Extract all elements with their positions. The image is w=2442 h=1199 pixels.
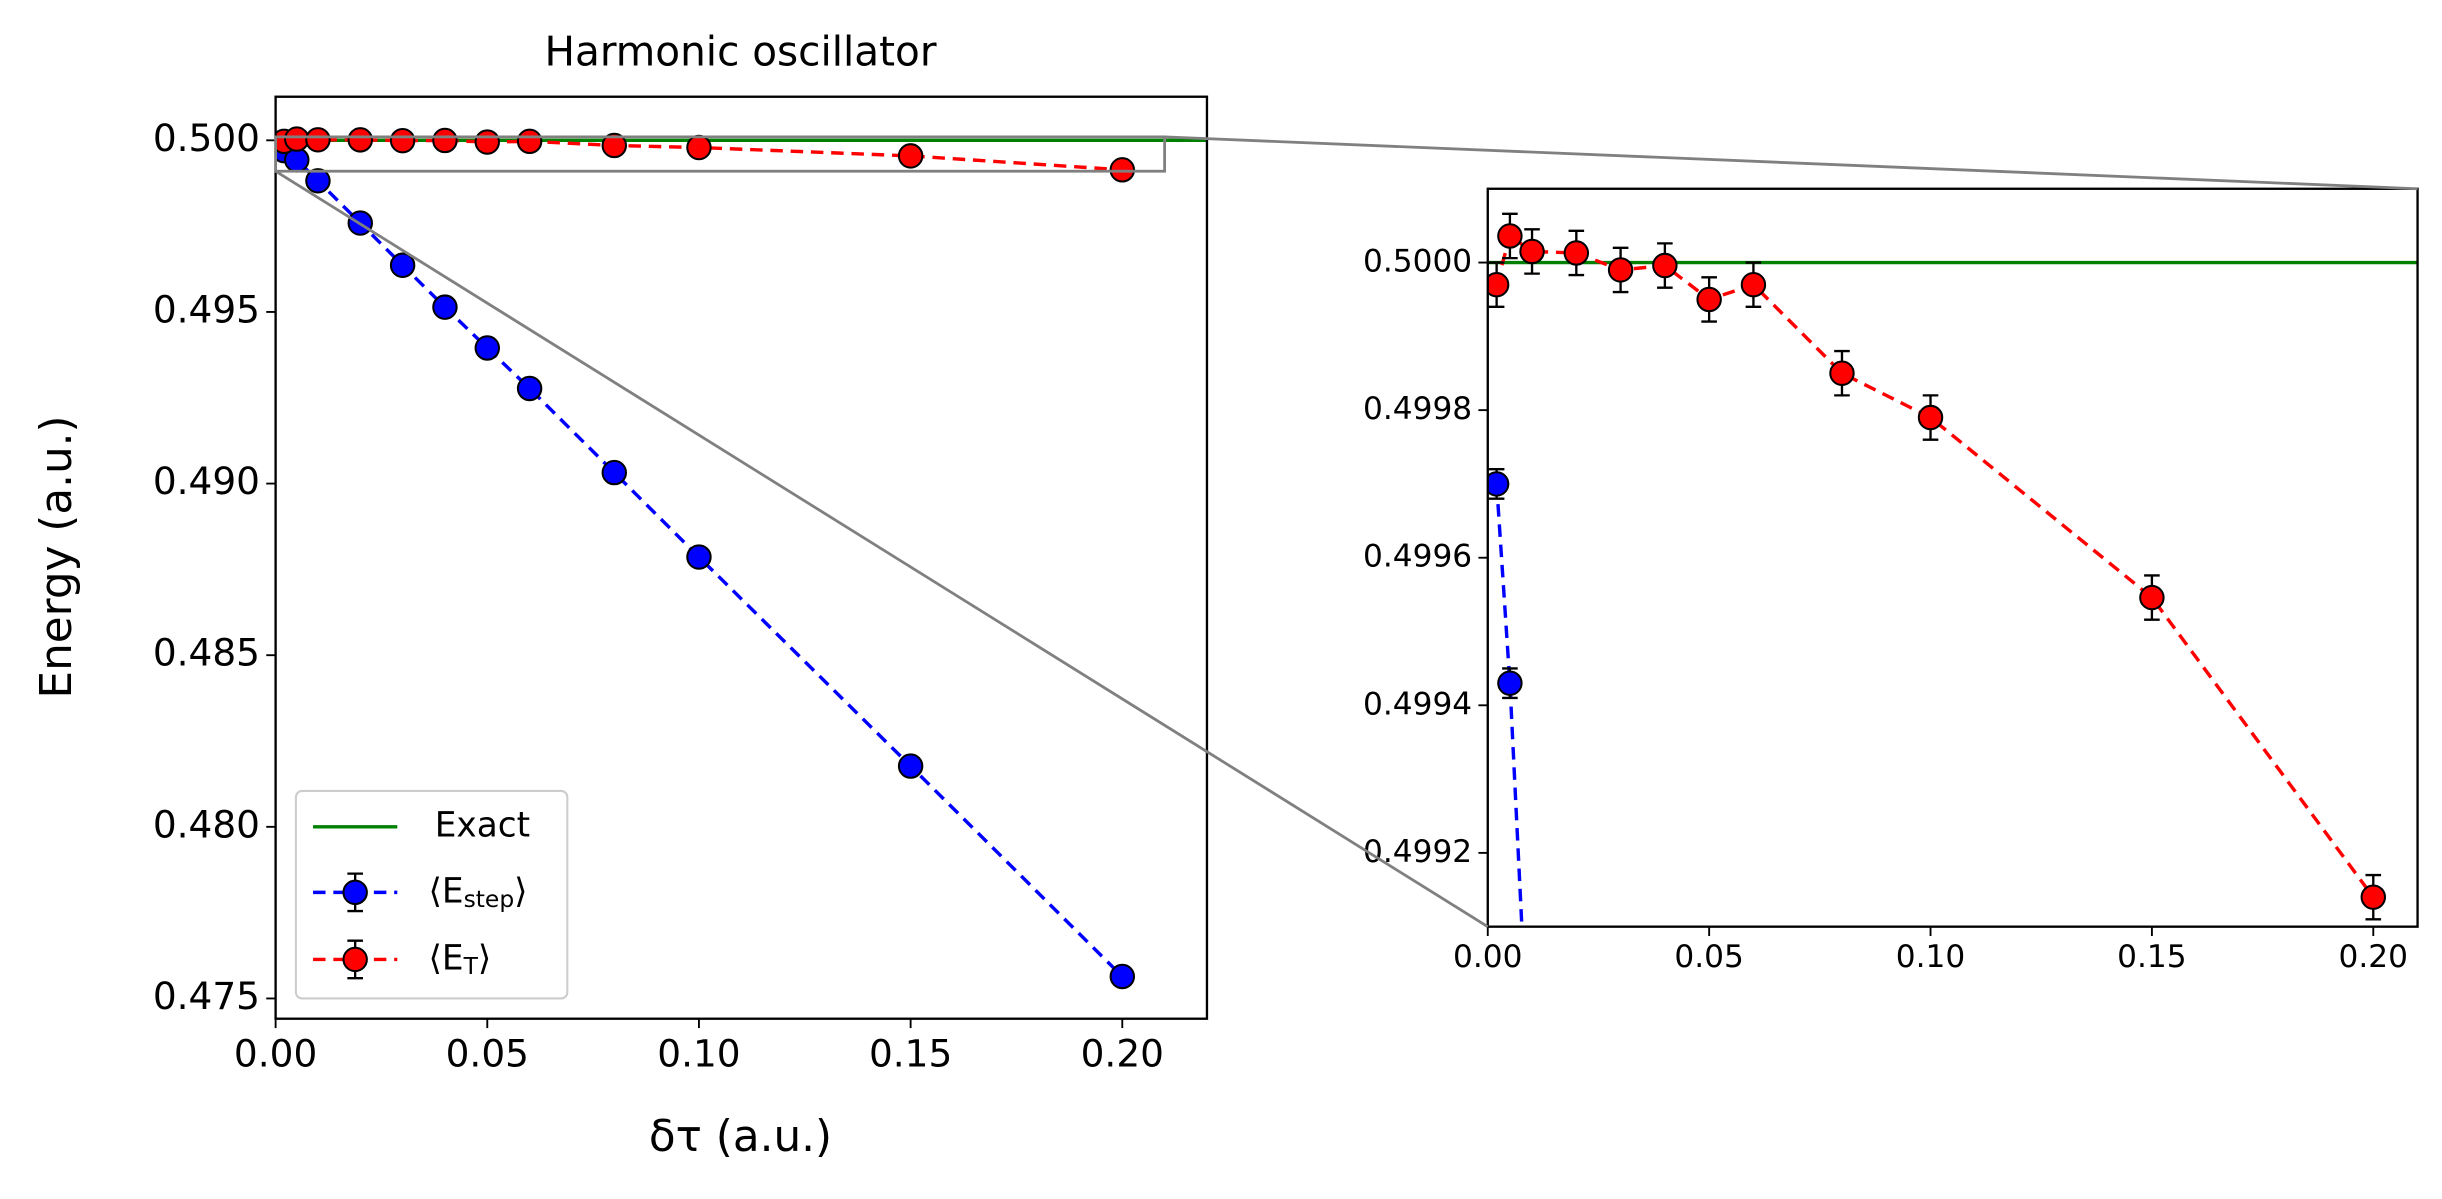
marker bbox=[601, 132, 627, 159]
plot-area bbox=[1487, 212, 2418, 1149]
marker bbox=[1109, 963, 1136, 990]
marker bbox=[389, 127, 416, 154]
marker bbox=[389, 252, 416, 278]
legend-text: ⟩ bbox=[514, 871, 527, 911]
zoom-box bbox=[274, 135, 1167, 173]
y-tick-label: 0.495 bbox=[153, 287, 260, 331]
y-tick-label: 0.490 bbox=[153, 459, 260, 503]
marker bbox=[516, 375, 543, 402]
zoom-connector bbox=[274, 170, 1489, 928]
legend-subscript: T bbox=[463, 952, 479, 980]
marker bbox=[1487, 271, 1510, 298]
series-line bbox=[1494, 483, 1524, 927]
legend-box bbox=[294, 789, 569, 1000]
y-tick-label: 0.4994 bbox=[1363, 686, 1472, 722]
zoom-connector bbox=[1164, 135, 2418, 191]
x-tick-label: 0.00 bbox=[1453, 939, 1522, 975]
marker bbox=[474, 335, 500, 361]
marker bbox=[2139, 584, 2165, 611]
y-tick-label: 0.5000 bbox=[1363, 244, 1472, 280]
x-tick-label: 0.10 bbox=[1896, 939, 1965, 975]
marker bbox=[897, 753, 924, 779]
legend-text: ⟨E bbox=[428, 938, 463, 978]
x-tick-label: 0.05 bbox=[1674, 939, 1743, 975]
legend-marker bbox=[342, 946, 368, 973]
legend-marker bbox=[342, 879, 368, 906]
error-bar bbox=[1524, 1119, 1540, 1149]
marker bbox=[686, 544, 712, 570]
marker bbox=[1497, 670, 1523, 696]
marker bbox=[1497, 223, 1523, 249]
marker bbox=[1563, 240, 1590, 266]
marker bbox=[1519, 238, 1545, 265]
axes-frame bbox=[1486, 187, 2419, 928]
marker bbox=[305, 168, 331, 194]
y-tick-label: 0.485 bbox=[153, 631, 260, 675]
y-tick-label: 0.500 bbox=[153, 116, 260, 160]
legend-subscript: step bbox=[464, 885, 515, 913]
marker bbox=[432, 294, 458, 320]
marker bbox=[432, 127, 458, 154]
marker bbox=[1607, 257, 1634, 283]
x-tick-label: 0.20 bbox=[1081, 1032, 1164, 1076]
legend-text: ⟨E bbox=[428, 871, 463, 911]
marker bbox=[1520, 1122, 1543, 1145]
marker bbox=[1696, 286, 1722, 313]
marker bbox=[601, 459, 627, 486]
marker bbox=[284, 126, 310, 152]
legend-text: ⟩ bbox=[478, 938, 491, 978]
y-tick-label: 0.4992 bbox=[1363, 834, 1472, 870]
marker bbox=[1487, 471, 1510, 497]
axes-frame bbox=[274, 95, 1209, 1020]
marker bbox=[1652, 252, 1678, 279]
legend-label: ⟨Estep⟩ bbox=[428, 871, 527, 913]
x-tick-label: 0.05 bbox=[446, 1032, 529, 1076]
marker bbox=[1740, 271, 1767, 298]
marker bbox=[347, 127, 373, 153]
x-tick-label: 0.10 bbox=[657, 1032, 740, 1076]
x-tick-label: 0.15 bbox=[869, 1032, 952, 1076]
x-tick-label: 0.20 bbox=[2339, 939, 2408, 975]
legend-label: ⟨ET⟩ bbox=[428, 938, 491, 980]
x-tick-label: 0.00 bbox=[234, 1032, 317, 1076]
x-axis-label: δτ (a.u.) bbox=[649, 1111, 832, 1162]
series-line bbox=[1494, 233, 2375, 899]
series-line bbox=[283, 149, 1124, 978]
marker bbox=[897, 143, 924, 169]
x-tick-label: 0.15 bbox=[2117, 939, 2186, 975]
y-axis-label: Energy (a.u.) bbox=[31, 415, 82, 698]
marker bbox=[305, 127, 331, 153]
marker bbox=[474, 129, 500, 155]
marker bbox=[2360, 884, 2386, 910]
legend-label: Exact bbox=[435, 805, 530, 845]
y-tick-label: 0.480 bbox=[153, 802, 260, 846]
marker bbox=[1917, 404, 1944, 431]
y-tick-label: 0.4998 bbox=[1363, 391, 1472, 427]
chart-title: Harmonic oscillator bbox=[545, 28, 937, 76]
marker bbox=[686, 134, 712, 161]
plot-area bbox=[275, 126, 1207, 990]
y-tick-label: 0.475 bbox=[153, 974, 260, 1018]
marker bbox=[516, 128, 543, 155]
marker bbox=[1829, 360, 1855, 386]
y-tick-label: 0.4996 bbox=[1363, 539, 1472, 575]
